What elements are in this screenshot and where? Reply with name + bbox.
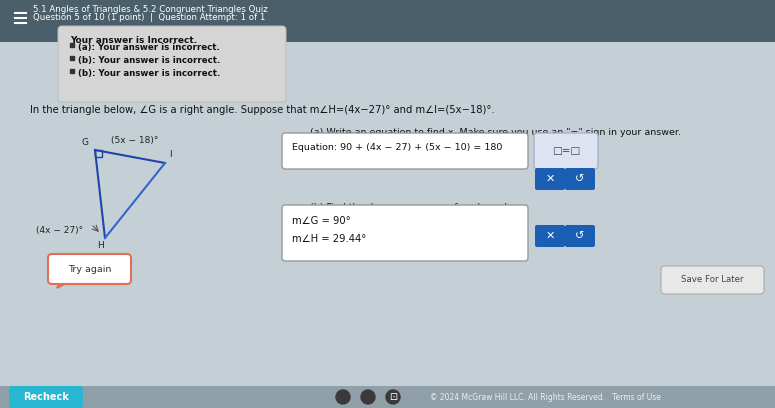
FancyBboxPatch shape — [535, 225, 565, 247]
Polygon shape — [57, 280, 72, 288]
Circle shape — [336, 390, 350, 404]
FancyBboxPatch shape — [282, 133, 528, 169]
Text: ↺: ↺ — [575, 231, 584, 241]
Text: (a) Write an equation to find x. Make sure you use an "=" sign in your answer.: (a) Write an equation to find x. Make su… — [310, 128, 681, 137]
Circle shape — [386, 390, 400, 404]
FancyBboxPatch shape — [565, 225, 595, 247]
Text: (b): Your answer is incorrect.: (b): Your answer is incorrect. — [78, 56, 220, 65]
Text: I: I — [169, 150, 171, 159]
Text: In the triangle below, ∠G is a right angle. Suppose that m∠H=(4x−27)° and m∠I=(5: In the triangle below, ∠G is a right ang… — [30, 105, 494, 115]
Text: ✕: ✕ — [546, 231, 555, 241]
FancyBboxPatch shape — [661, 266, 764, 294]
Text: © 2024 McGraw Hill LLC. All Rights Reserved.   Terms of Use: © 2024 McGraw Hill LLC. All Rights Reser… — [430, 392, 661, 401]
Text: m∠G = 90°: m∠G = 90° — [292, 216, 351, 226]
FancyBboxPatch shape — [534, 133, 598, 169]
Text: (b): Your answer is incorrect.: (b): Your answer is incorrect. — [78, 69, 220, 78]
FancyBboxPatch shape — [282, 205, 528, 261]
Text: 5.1 Angles of Triangles & 5.2 Congruent Triangles Quiz: 5.1 Angles of Triangles & 5.2 Congruent … — [33, 4, 267, 13]
Text: (5x − 18)°: (5x − 18)° — [112, 136, 159, 145]
Text: G: G — [82, 138, 89, 147]
Text: (b) Find the degree measure of each angle.: (b) Find the degree measure of each angl… — [310, 203, 516, 212]
Text: (4x − 27)°: (4x − 27)° — [36, 226, 83, 235]
Text: Question 5 of 10 (1 point)  |  Question Attempt: 1 of 1: Question 5 of 10 (1 point) | Question At… — [33, 13, 265, 22]
Text: ⊡: ⊡ — [389, 392, 397, 402]
Text: H: H — [97, 241, 103, 250]
FancyBboxPatch shape — [0, 0, 775, 42]
FancyBboxPatch shape — [535, 168, 565, 190]
Text: (a): Your answer is incorrect.: (a): Your answer is incorrect. — [78, 43, 220, 52]
Text: Your answer is Incorrect.: Your answer is Incorrect. — [70, 36, 197, 45]
Text: □=□: □=□ — [552, 146, 580, 156]
Text: Try again: Try again — [68, 264, 111, 273]
Text: Save For Later: Save For Later — [681, 275, 744, 284]
FancyBboxPatch shape — [9, 386, 83, 408]
Text: ↺: ↺ — [575, 174, 584, 184]
FancyBboxPatch shape — [0, 386, 775, 408]
FancyBboxPatch shape — [565, 168, 595, 190]
Circle shape — [361, 390, 375, 404]
Text: Recheck: Recheck — [23, 392, 69, 402]
FancyBboxPatch shape — [48, 254, 131, 284]
Text: m∠H = 29.44°: m∠H = 29.44° — [292, 234, 367, 244]
Text: Equation: 90 + (4x − 27) + (5x − 10) = 180: Equation: 90 + (4x − 27) + (5x − 10) = 1… — [292, 143, 502, 152]
Text: ✕: ✕ — [546, 174, 555, 184]
FancyBboxPatch shape — [58, 26, 286, 102]
